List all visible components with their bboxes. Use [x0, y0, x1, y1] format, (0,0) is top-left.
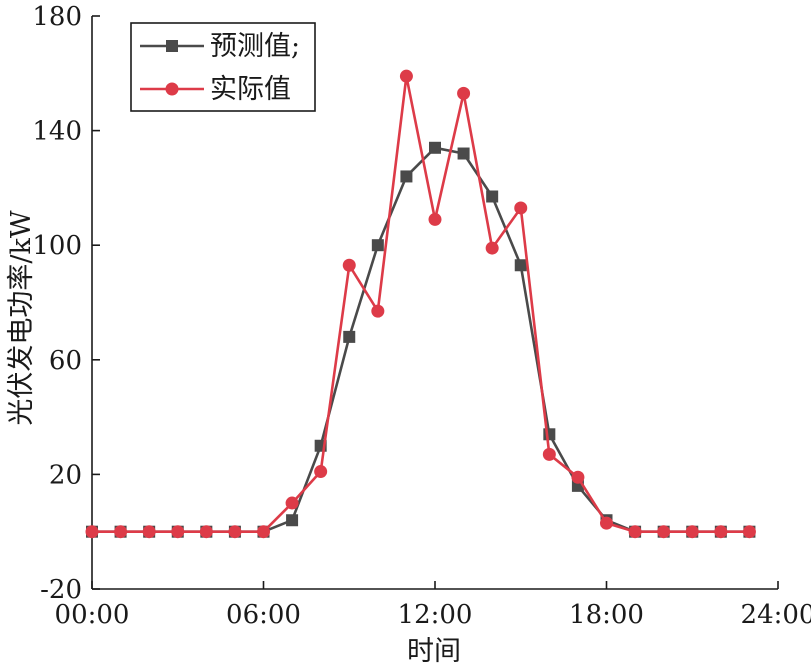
data-point: [542, 447, 556, 461]
legend-label: 预测值;: [210, 31, 300, 62]
x-tick-label: 12:00: [398, 600, 473, 630]
data-point: [600, 516, 613, 530]
data-point: [257, 525, 270, 539]
x-axis-title: 时间: [407, 636, 461, 667]
y-axis-title: 光伏发电功率/kW: [6, 210, 37, 425]
data-point: [742, 525, 756, 539]
series-1: [86, 141, 756, 538]
data-point: [228, 525, 242, 539]
data-point: [286, 514, 299, 527]
y-tick-label: 180: [32, 2, 82, 32]
y-tick-label: -20: [40, 575, 82, 605]
data-point: [628, 525, 642, 539]
data-point: [514, 259, 527, 272]
data-point: [657, 525, 671, 539]
data-point: [114, 525, 128, 539]
data-point: [485, 241, 499, 255]
series-line: [92, 74, 750, 534]
series-layer: [85, 69, 756, 539]
data-point: [199, 525, 213, 539]
data-point: [142, 525, 156, 539]
legend: 预测值; 实际值: [130, 22, 316, 112]
data-point: [85, 525, 99, 539]
series-line: [92, 146, 750, 534]
data-point: [171, 525, 185, 539]
y-tick-label: 100: [32, 231, 82, 261]
data-point: [342, 258, 356, 272]
data-point: [285, 496, 299, 510]
series-2: [85, 69, 756, 539]
data-point: [428, 212, 442, 226]
legend-label: 实际值: [210, 74, 291, 105]
y-tick-label: 140: [32, 117, 82, 147]
data-point: [457, 147, 470, 160]
data-point: [399, 69, 413, 83]
legend-marker: [166, 40, 178, 52]
data-point: [314, 465, 328, 479]
x-tick-label: 00:00: [55, 600, 130, 630]
x-tick-label: 24:00: [741, 600, 811, 630]
data-point: [429, 141, 441, 154]
legend-marker: [165, 82, 179, 96]
axes: -20 20 60 100 140 180 00:00 06:00 12:00 18:00 24:0…: [32, 2, 811, 630]
data-point: [371, 239, 384, 252]
data-point: [514, 201, 528, 215]
data-point: [543, 428, 556, 441]
data-point: [343, 330, 356, 343]
legend-box: [130, 22, 316, 112]
y-tick-label: 60: [49, 346, 82, 376]
data-point: [371, 304, 385, 318]
data-point: [685, 525, 699, 539]
data-point: [714, 525, 728, 539]
x-tick-label: 18:00: [569, 600, 644, 630]
data-point: [457, 86, 471, 100]
data-point: [486, 190, 499, 203]
data-point: [571, 470, 585, 484]
data-point: [400, 170, 413, 183]
y-tick-label: 20: [49, 460, 82, 490]
x-tick-label: 06:00: [226, 600, 301, 630]
